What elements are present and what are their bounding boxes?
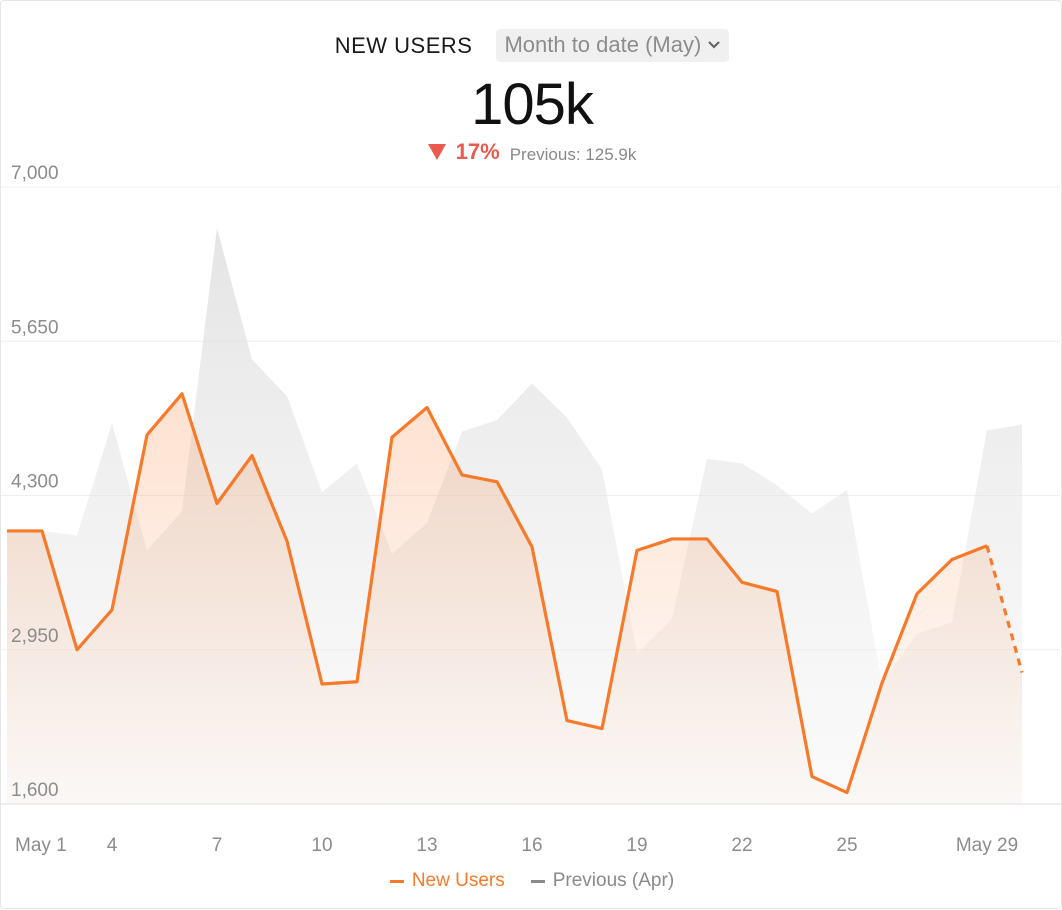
legend-swatch-previous xyxy=(530,879,545,883)
delta-percent: 17% xyxy=(455,139,500,164)
x-tick-label: 25 xyxy=(836,835,857,856)
series-line-new-users-projected xyxy=(985,545,1024,674)
y-axis-ticks: 7,000 5,650 4,300 2,950 1,600 xyxy=(11,163,59,801)
previous-value: Previous: 125.9k xyxy=(509,145,637,164)
x-tick-label: 19 xyxy=(626,835,647,856)
legend-swatch-new-users xyxy=(389,879,404,883)
legend: New Users Previous (Apr) xyxy=(1,870,1062,892)
x-tick-label: 10 xyxy=(311,835,332,856)
series-lines xyxy=(7,392,1024,795)
y-tick-label: 5,650 xyxy=(11,317,59,338)
series-area-new-users xyxy=(7,393,1022,804)
metric-title: NEW USERS xyxy=(334,32,473,58)
x-tick-label: 4 xyxy=(107,835,118,856)
x-tick-label: 7 xyxy=(212,835,223,856)
series-line-new-users xyxy=(7,392,988,795)
legend-label-previous: Previous (Apr) xyxy=(552,870,675,891)
header-row: NEW USERS Month to date (May) xyxy=(1,29,1062,62)
x-tick-label: 13 xyxy=(416,835,437,856)
triangle-down-icon xyxy=(427,144,446,160)
y-tick-label: 2,950 xyxy=(11,626,59,647)
period-dropdown[interactable]: Month to date (May) xyxy=(496,29,730,62)
legend-item-previous[interactable]: Previous (Apr) xyxy=(530,870,675,892)
legend-label-new-users: New Users xyxy=(411,870,505,891)
y-tick-label: 7,000 xyxy=(11,163,59,184)
y-tick-label: 1,600 xyxy=(11,780,59,801)
x-tick-label: 16 xyxy=(521,835,542,856)
delta-row: 17% Previous: 125.9k xyxy=(1,139,1062,165)
legend-item-new-users[interactable]: New Users xyxy=(389,870,505,892)
x-axis-ticks: May 1 4 7 10 13 16 19 22 25 May 29 xyxy=(15,835,1018,856)
x-tick-label: May 1 xyxy=(15,835,67,856)
delta-indicator: 17% xyxy=(427,139,500,165)
chevron-down-icon xyxy=(708,41,721,49)
x-tick-label: May 29 xyxy=(956,835,1018,856)
metric-value: 105k xyxy=(471,72,594,137)
x-tick-label: 22 xyxy=(731,835,752,856)
y-tick-label: 4,300 xyxy=(11,472,59,493)
period-label: Month to date (May) xyxy=(504,32,702,57)
